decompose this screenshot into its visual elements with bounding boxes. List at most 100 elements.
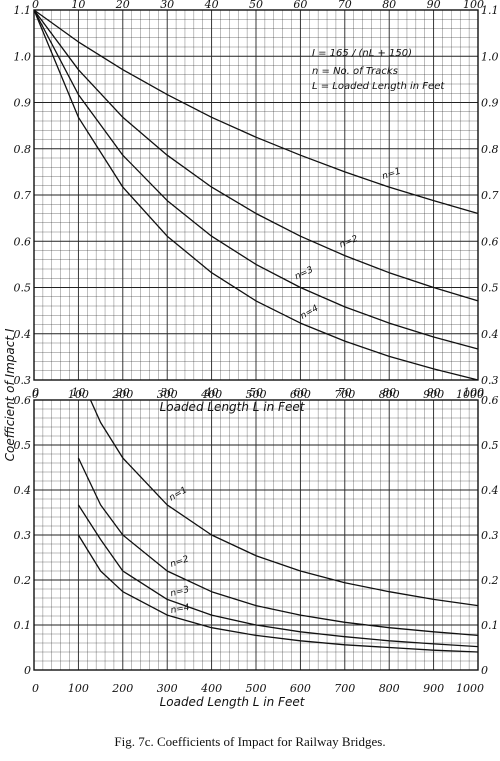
y-tick-label-right: 0.4: [481, 328, 499, 341]
x-tick-label-bottom: 0: [32, 682, 39, 695]
curve-label: n=4: [299, 303, 321, 321]
y-tick-label-left: 0.7: [14, 189, 32, 202]
x-tick-label-bottom: 500: [246, 682, 267, 695]
y-tick-label-right: 0.7: [481, 189, 499, 202]
formula-legend: I = 165 / (nL + 150) n = No. of Tracks L…: [312, 48, 445, 92]
y-tick-label-right: 1.1: [481, 4, 499, 17]
x-tick-label-top: 100: [68, 388, 89, 401]
x-tick-label-top: 700: [334, 388, 355, 401]
curve-n1: [33, 9, 479, 215]
x-tick-label-bottom: 400: [200, 682, 222, 695]
curve-n3: [77, 504, 479, 648]
x-tick-label-bottom: 0: [32, 386, 39, 399]
impact-coefficient-figure: n=1n=2n=3n=4 001010202030304040505060607…: [3, 0, 499, 709]
x-tick-label-bottom: 900: [423, 682, 444, 695]
x-tick-label-top: 400: [200, 388, 222, 401]
x-tick-label-bottom: 600: [290, 682, 311, 695]
x-tick-label-top: 600: [290, 388, 311, 401]
x-tick-label-top: 900: [423, 388, 444, 401]
y-tick-label-left: 0.3: [14, 374, 32, 387]
x-tick-label-bottom: 10: [71, 386, 85, 399]
x-tick-label-top: 80: [382, 0, 396, 11]
x-tick-label-top: 90: [427, 0, 441, 11]
x-tick-label-bottom: 200: [111, 682, 133, 695]
x-tick-label-top: 10: [71, 0, 85, 11]
y-tick-label-right: 0.8: [481, 143, 499, 156]
bottom-chart-xlabel: Loaded Length L in Feet: [160, 695, 306, 709]
top-chart-xlabel: Loaded Length L in Feet: [160, 400, 306, 414]
y-tick-label-left: 0.6: [14, 235, 32, 248]
y-tick-label-left: 0.4: [14, 484, 32, 497]
x-tick-label-bottom: 90: [427, 386, 441, 399]
x-tick-label-bottom: 300: [157, 682, 178, 695]
x-tick-label-top: 300: [157, 388, 178, 401]
y-tick-label-left: 0.1: [14, 619, 32, 632]
curve-label: n=1: [168, 485, 189, 503]
y-tick-label-right: 1.0: [481, 50, 499, 63]
curve-n4: [77, 534, 479, 653]
top-chart-grid: [33, 9, 479, 381]
x-tick-label-bottom: 100: [463, 386, 484, 399]
curve-label: n=4: [170, 603, 191, 616]
x-tick-label-top: 100: [463, 0, 484, 11]
y-tick-label-left: 0.5: [14, 439, 32, 452]
x-tick-label-bottom: 800: [379, 682, 400, 695]
y-tick-label-right: 0.4: [481, 484, 499, 497]
y-tick-label-left: 1.0: [14, 50, 32, 63]
x-tick-label-bottom: 30: [160, 386, 174, 399]
plot-frame: [33, 9, 479, 381]
curve-label: n=3: [170, 585, 191, 599]
legend-tracks-line: n = No. of Tracks: [312, 66, 398, 77]
y-tick-label-right: 0.3: [481, 374, 499, 387]
legend-length-line: L = Loaded Length in Feet: [312, 81, 445, 92]
curve-label: n=1: [381, 167, 402, 182]
y-tick-label-left: 0.8: [14, 143, 32, 156]
y-tick-label-right: 0.6: [481, 394, 499, 407]
y-tick-label-right: 0.9: [481, 97, 499, 110]
y-tick-label-right: 0: [481, 664, 488, 677]
x-tick-label-bottom: 70: [338, 386, 352, 399]
y-tick-label-left: 0.6: [14, 394, 32, 407]
y-tick-label-left: 0.2: [14, 574, 32, 587]
bottom-chart-curves: n=1 n=2 n=3 n=4: [77, 399, 479, 653]
y-tick-label-left: 0.9: [14, 97, 32, 110]
x-tick-label-top: 200: [111, 388, 133, 401]
x-tick-label-bottom: 50: [249, 386, 263, 399]
x-tick-label-top: 0: [32, 388, 39, 401]
x-tick-label-top: 20: [115, 0, 130, 11]
x-tick-label-top: 800: [379, 388, 400, 401]
curve-n4: [33, 9, 479, 381]
bottom-chart-grid: [33, 399, 479, 671]
x-tick-label-top: 50: [249, 0, 263, 11]
y-tick-label-left: 0.3: [14, 529, 32, 542]
x-tick-label-bottom: 20: [115, 386, 130, 399]
x-tick-label-bottom: 80: [382, 386, 396, 399]
x-tick-label-top: 1000: [456, 388, 484, 401]
x-tick-label-bottom: 700: [334, 682, 355, 695]
y-tick-label-left: 1.1: [14, 4, 32, 17]
top-chart-tick-labels: 0 0 10 10 20 20 30 30 40 40 50 50 60 60 70 70 80 80 90 90 10…: [14, 0, 499, 399]
x-tick-label-top: 70: [338, 0, 352, 11]
y-tick-label-right: 0.1: [481, 619, 499, 632]
figure-caption: Fig. 7c. Coefficients of Impact for Rail…: [114, 734, 386, 749]
y-tick-label-right: 0.5: [481, 282, 499, 295]
x-tick-label-bottom: 1000: [456, 682, 484, 695]
x-tick-label-top: 60: [293, 0, 307, 11]
y-tick-label-right: 0.6: [481, 235, 499, 248]
x-tick-label-bottom: 60: [293, 386, 307, 399]
y-tick-label-left: 0.4: [14, 328, 32, 341]
y-tick-label-left: 0.5: [14, 282, 32, 295]
y-tick-label-left: 0: [24, 664, 31, 677]
curve-label: n=2: [169, 554, 190, 569]
bottom-chart-tick-labels: 0010010020020030030040040050050060060070…: [14, 388, 499, 695]
x-tick-label-top: 500: [246, 388, 267, 401]
curve-n2: [77, 457, 479, 637]
y-axis-label: Coefficient of Impact I: [3, 328, 17, 461]
curve-label: n=3: [293, 265, 315, 282]
x-tick-label-bottom: 100: [68, 682, 89, 695]
x-tick-label-top: 40: [204, 0, 219, 11]
y-tick-label-right: 0.5: [481, 439, 499, 452]
curve-n2: [33, 9, 479, 302]
curve-n1: [89, 399, 479, 607]
curve-label: n=2: [338, 234, 360, 250]
